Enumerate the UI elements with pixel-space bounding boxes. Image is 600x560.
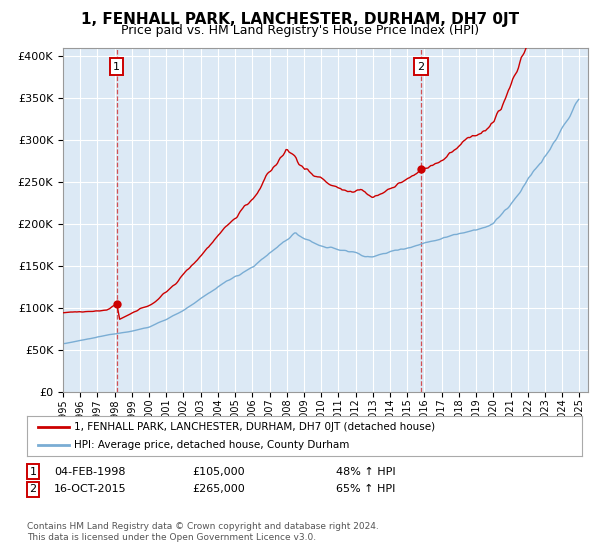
Text: 65% ↑ HPI: 65% ↑ HPI [336,484,395,494]
Text: 48% ↑ HPI: 48% ↑ HPI [336,466,395,477]
Text: 1, FENHALL PARK, LANCHESTER, DURHAM, DH7 0JT (detached house): 1, FENHALL PARK, LANCHESTER, DURHAM, DH7… [74,422,436,432]
Text: 1: 1 [29,466,37,477]
Text: 16-OCT-2015: 16-OCT-2015 [54,484,127,494]
Text: Contains HM Land Registry data © Crown copyright and database right 2024.: Contains HM Land Registry data © Crown c… [27,522,379,531]
Text: 2: 2 [418,62,424,72]
Text: 2: 2 [29,484,37,494]
Text: 04-FEB-1998: 04-FEB-1998 [54,466,125,477]
Text: This data is licensed under the Open Government Licence v3.0.: This data is licensed under the Open Gov… [27,533,316,542]
Text: 1: 1 [113,62,120,72]
Text: £105,000: £105,000 [192,466,245,477]
Text: £265,000: £265,000 [192,484,245,494]
Text: Price paid vs. HM Land Registry's House Price Index (HPI): Price paid vs. HM Land Registry's House … [121,24,479,37]
Text: 1, FENHALL PARK, LANCHESTER, DURHAM, DH7 0JT: 1, FENHALL PARK, LANCHESTER, DURHAM, DH7… [81,12,519,27]
Text: HPI: Average price, detached house, County Durham: HPI: Average price, detached house, Coun… [74,440,350,450]
